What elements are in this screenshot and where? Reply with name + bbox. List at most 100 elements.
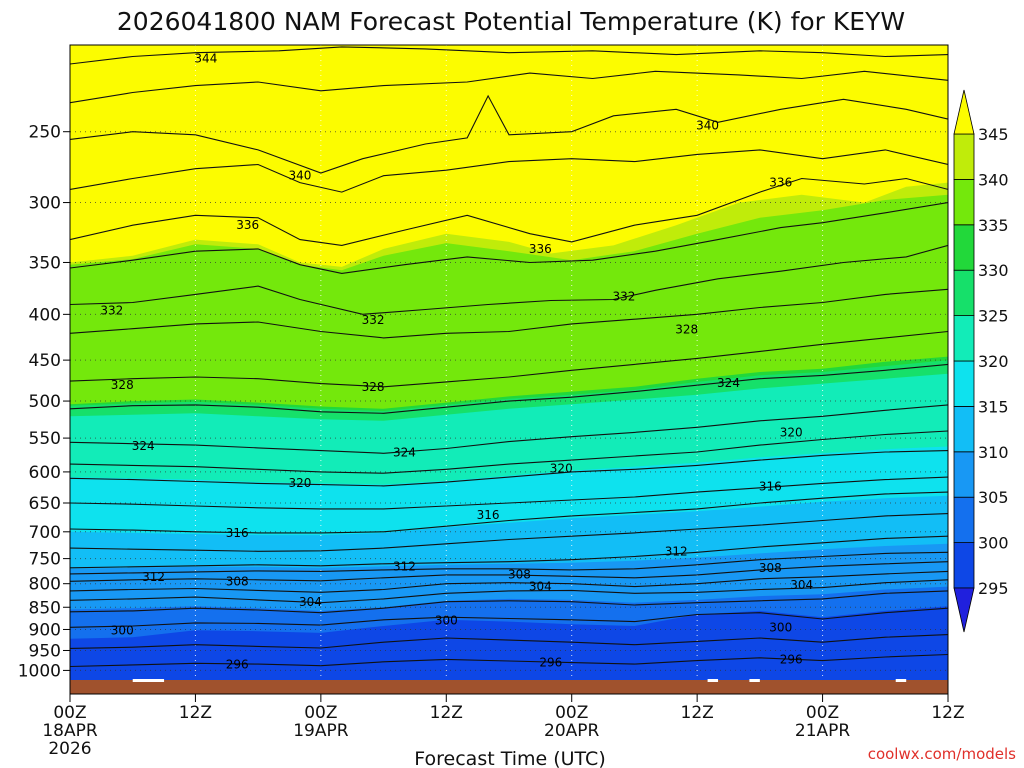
colorbar-label: 335 xyxy=(978,216,1009,235)
y-tick-label: 500 xyxy=(29,392,61,412)
colorbar-label: 340 xyxy=(978,170,1009,189)
contour-328 xyxy=(70,330,948,388)
contour-label: 320 xyxy=(780,425,803,439)
contour-labels: 344 340 340 336 336 336 332 332 332 328 328 328 324 3… xyxy=(100,51,813,671)
colorbar-segment xyxy=(953,451,975,498)
y-tick-label: 650 xyxy=(29,494,61,514)
contour-label: 332 xyxy=(613,289,636,303)
colorbar-label: 330 xyxy=(978,261,1009,280)
x-axis-label: Forecast Time (UTC) xyxy=(414,748,605,768)
y-tick-label: 800 xyxy=(29,575,61,595)
contour-318 xyxy=(70,476,948,510)
contour-label: 296 xyxy=(780,652,803,666)
contour-label: 316 xyxy=(477,508,500,522)
x-tick-label: 12Z xyxy=(681,703,714,723)
colorbar-segment xyxy=(953,224,975,271)
colorbar-label: 295 xyxy=(978,579,1009,598)
x-tick-label: 12Z xyxy=(430,703,463,723)
contour-label: 340 xyxy=(696,118,719,132)
x-tick-label: 00Z xyxy=(53,703,86,723)
contour-340 xyxy=(70,94,948,174)
contour-326 xyxy=(70,363,948,414)
contour-304 xyxy=(70,579,948,604)
contour-label: 324 xyxy=(132,439,155,453)
contour-label: 340 xyxy=(288,169,311,183)
x-tick-date: 19APR xyxy=(293,721,349,741)
contour-label: 296 xyxy=(539,656,562,670)
contour-336 xyxy=(70,177,948,246)
contour-label: 300 xyxy=(435,614,458,628)
surface-marker xyxy=(707,679,719,682)
contour-label: 316 xyxy=(759,480,782,494)
contour-label: 312 xyxy=(665,544,688,558)
y-tick-label: 350 xyxy=(29,253,61,273)
colorbar-label: 345 xyxy=(978,125,1009,144)
contour-306 xyxy=(70,570,948,593)
contour-label: 320 xyxy=(550,462,573,476)
colorbar-segment xyxy=(953,178,975,226)
credit-text: coolwx.com/models xyxy=(868,745,1016,763)
y-tick-label: 900 xyxy=(29,620,61,640)
colorbar-top-arrow xyxy=(953,89,975,135)
y-tick-label: 300 xyxy=(29,194,61,214)
surface-marker xyxy=(749,679,760,682)
contour-310 xyxy=(70,551,948,575)
y-tick-label: 600 xyxy=(29,463,61,483)
surface-marker xyxy=(895,679,907,682)
gridlines xyxy=(70,45,948,680)
contour-332 xyxy=(70,244,948,315)
contour-302 xyxy=(70,590,948,614)
x-tick-label: 12Z xyxy=(179,703,212,723)
contour-314 xyxy=(70,513,948,552)
y-tick-label: 250 xyxy=(29,123,61,143)
contour-label: 336 xyxy=(769,176,792,190)
chart-title: 2026041800 NAM Forecast Potential Temper… xyxy=(117,7,905,36)
contour-322 xyxy=(70,430,948,474)
contour-label: 312 xyxy=(393,559,416,573)
contour-344 xyxy=(70,46,948,65)
axes: 2503003504004505005506006507007508008509… xyxy=(18,123,965,759)
contour-label: 328 xyxy=(111,378,134,392)
contour-342 xyxy=(70,70,948,104)
contour-label: 324 xyxy=(393,446,416,460)
x-tick-date: 21APR xyxy=(795,721,851,741)
colorbar: 295 300 305 310 315 320 325 330 335 340 345 xyxy=(953,89,1009,633)
contour-label: 328 xyxy=(362,380,385,394)
x-tick-label: 12Z xyxy=(931,703,964,723)
x-tick-label: 00Z xyxy=(806,703,839,723)
contour-label: 296 xyxy=(226,658,249,672)
contour-label: 316 xyxy=(226,526,249,540)
x-tick-date: 18APR xyxy=(42,721,98,741)
contour-312 xyxy=(70,535,948,569)
contour-316 xyxy=(70,491,948,534)
surface-marker xyxy=(132,679,165,682)
contour-lines xyxy=(70,46,948,668)
contour-308 xyxy=(70,561,948,582)
contour-label: 332 xyxy=(100,303,123,317)
contour-label: 300 xyxy=(769,620,792,634)
contour-label: 304 xyxy=(299,595,322,609)
contour-label: 328 xyxy=(675,323,698,337)
x-tick-label: 00Z xyxy=(555,703,588,723)
contour-330 xyxy=(70,288,948,339)
colorbar-segment xyxy=(953,269,975,317)
y-tick-label: 400 xyxy=(29,305,61,325)
colorbar-segment xyxy=(953,360,975,407)
contour-label: 320 xyxy=(288,476,311,490)
y-tick-label: 450 xyxy=(29,351,61,371)
plot-border xyxy=(69,44,949,695)
band-fill-10 xyxy=(70,606,948,680)
colorbar-segment xyxy=(953,542,975,589)
heatmap-fills xyxy=(70,45,948,680)
plot-area: 344 340 340 336 336 336 332 332 332 328 328 328 324 3… xyxy=(69,44,949,695)
contour-label: 304 xyxy=(529,580,552,594)
colorbar-segment xyxy=(953,315,975,362)
x-tick-label: 00Z xyxy=(304,703,337,723)
colorbar-segment xyxy=(953,496,975,544)
y-tick-label: 550 xyxy=(29,429,61,449)
y-tick-label: 1000 xyxy=(18,661,61,681)
colorbar-bottom-arrow xyxy=(953,587,975,633)
colorbar-segment xyxy=(953,133,975,180)
contour-label: 336 xyxy=(236,218,259,232)
contour-324 xyxy=(70,404,948,454)
